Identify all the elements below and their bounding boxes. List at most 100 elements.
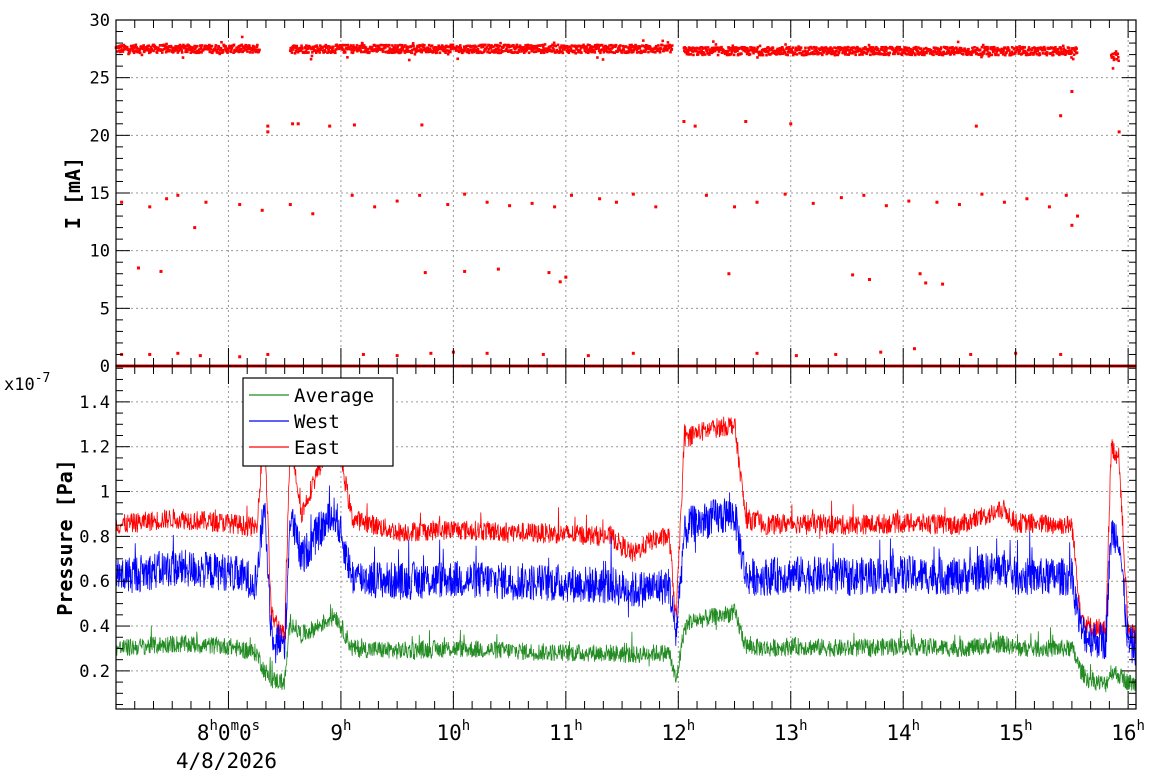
current-outlier-point	[496, 267, 500, 271]
current-point	[589, 48, 592, 51]
current-outlier-point	[553, 205, 557, 209]
current-point	[1001, 53, 1005, 56]
current-point	[731, 48, 734, 52]
current-point	[979, 52, 983, 56]
current-point	[747, 49, 751, 53]
current-point	[626, 46, 629, 49]
current-point	[777, 49, 781, 52]
current-y-axis: 0 5 10 15 20 25 30	[90, 11, 1136, 377]
current-point	[1027, 46, 1031, 49]
current-point	[200, 51, 203, 54]
current-point	[290, 51, 294, 54]
current-point	[790, 47, 793, 51]
current-point	[744, 48, 748, 52]
current-outlier-point	[974, 124, 978, 128]
current-point	[333, 49, 337, 53]
current-outlier-point	[783, 192, 787, 196]
current-point	[132, 51, 136, 55]
current-point	[900, 48, 903, 51]
current-point	[523, 47, 527, 51]
current-point	[362, 44, 366, 47]
current-point	[1007, 47, 1010, 50]
current-point	[837, 46, 840, 49]
current-point	[215, 49, 219, 53]
current-point	[327, 49, 331, 52]
current-outlier-point	[682, 119, 686, 123]
current-point	[686, 48, 689, 52]
current-point	[847, 53, 851, 56]
current-point	[849, 51, 852, 55]
current-outlier-point	[862, 193, 866, 197]
current-point	[668, 43, 671, 47]
current-point	[219, 48, 222, 52]
current-point	[995, 50, 998, 54]
current-point	[586, 43, 590, 47]
current-point	[712, 46, 716, 50]
current-point	[956, 40, 960, 44]
current-point	[638, 45, 642, 48]
current-point	[389, 48, 393, 51]
current-series	[114, 35, 1136, 368]
current-point	[401, 48, 405, 51]
current-point	[735, 46, 739, 50]
current-outlier-point	[198, 354, 202, 358]
current-outlier-point	[969, 352, 973, 356]
current-point	[782, 49, 786, 53]
current-point	[387, 51, 390, 54]
current-point	[904, 46, 908, 50]
current-point	[404, 50, 408, 53]
current-point	[254, 49, 258, 53]
current-point	[935, 52, 939, 55]
current-point	[872, 46, 875, 49]
current-point	[782, 48, 785, 51]
current-point	[815, 49, 819, 53]
current-point	[248, 45, 251, 48]
current-point	[777, 50, 780, 54]
current-point	[756, 45, 760, 49]
current-point	[144, 48, 148, 52]
current-outlier-point	[395, 199, 399, 203]
current-point	[842, 49, 845, 53]
current-point	[901, 51, 905, 55]
current-point	[515, 43, 519, 47]
current-point	[730, 46, 733, 50]
current-point	[1014, 50, 1018, 53]
current-point	[657, 44, 660, 47]
current-point	[701, 53, 704, 57]
current-point	[448, 45, 452, 48]
current-point	[517, 48, 521, 52]
current-point	[812, 45, 815, 49]
current-point	[324, 50, 327, 53]
current-point	[856, 50, 860, 53]
current-outlier-point	[907, 199, 911, 203]
current-point	[711, 48, 714, 52]
current-outlier-point	[485, 200, 489, 204]
current-point	[552, 41, 556, 45]
current-point	[305, 44, 308, 47]
current-point	[1030, 48, 1033, 52]
current-outlier-point	[789, 122, 793, 126]
current-point	[757, 53, 761, 57]
current-point	[1061, 52, 1065, 56]
current-point	[689, 47, 693, 50]
current-point	[597, 46, 601, 49]
current-point	[851, 52, 854, 55]
current-point	[357, 48, 361, 52]
current-point	[980, 55, 983, 59]
current-point	[911, 48, 915, 52]
current-point	[986, 45, 989, 49]
current-point	[482, 50, 486, 54]
current-point	[1059, 48, 1063, 51]
current-point	[807, 46, 811, 50]
current-series-main	[114, 35, 1120, 70]
current-outlier-point	[176, 193, 180, 197]
current-point	[1070, 56, 1073, 59]
current-point	[903, 51, 907, 54]
current-point	[149, 50, 152, 54]
current-outlier-point	[463, 269, 467, 273]
current-point	[922, 47, 926, 51]
current-point	[952, 49, 956, 52]
current-point	[1056, 47, 1060, 51]
x-tick-label: 11h	[549, 718, 583, 745]
current-point	[686, 51, 690, 54]
